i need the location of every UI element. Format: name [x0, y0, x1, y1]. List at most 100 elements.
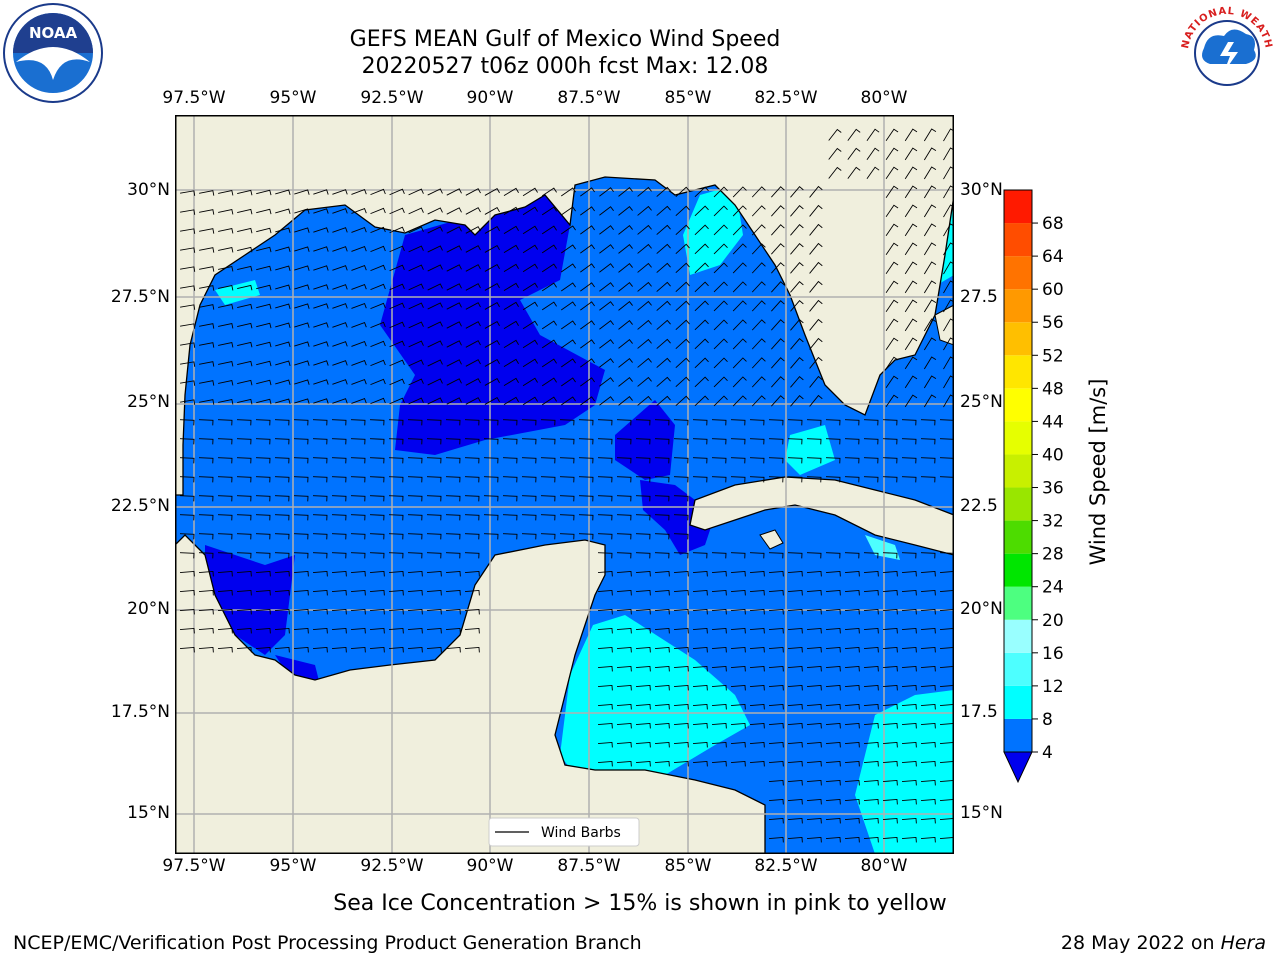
wind-barb [180, 266, 196, 272]
wind-barb [637, 262, 652, 273]
wind-barb [656, 224, 671, 235]
wind-barb [350, 552, 366, 559]
wind-barb [920, 703, 936, 710]
wind-barb [540, 495, 556, 502]
wind-barb [427, 359, 443, 367]
wind-barb [692, 438, 708, 445]
wind-barb [180, 399, 196, 405]
wind-barb [599, 301, 614, 311]
wind-barb [751, 262, 766, 274]
wind-barb [844, 779, 860, 786]
wind-barb [255, 533, 271, 540]
wind-barb [236, 419, 252, 426]
wind-barb [445, 457, 461, 464]
wind-barb [502, 533, 518, 540]
wind-barb [597, 608, 613, 615]
wind-barb [370, 340, 386, 348]
colorbar-tick-label: 12 [1042, 677, 1064, 697]
wind-barb [616, 646, 632, 653]
colorbar-segment [1004, 190, 1032, 224]
wind-barb [541, 206, 557, 216]
wind-barb [237, 379, 253, 386]
wind-barb [484, 282, 500, 291]
lon-label-bottom: 92.5°W [360, 856, 424, 876]
lat-label-right: 22.5 [960, 496, 998, 516]
legend-label: Wind Barbs [541, 825, 621, 841]
wind-barb [312, 608, 328, 615]
wind-barb [825, 703, 841, 710]
wind-barb [426, 495, 442, 502]
colorbar-tick-label: 68 [1042, 214, 1064, 234]
wind-barb [331, 476, 347, 483]
wind-barb [389, 321, 405, 329]
wind-barb [503, 187, 519, 196]
wind-barb [751, 395, 766, 407]
wind-barb [618, 358, 633, 368]
wind-barb [313, 322, 329, 328]
wind-barb [844, 457, 860, 464]
colorbar-label: Wind Speed [m/s] [1086, 378, 1110, 566]
wind-barb [730, 741, 746, 748]
wind-barb [351, 397, 367, 404]
wind-barb [237, 208, 253, 215]
wind-barb [673, 533, 689, 540]
wind-barb [388, 627, 404, 634]
wind-barb [180, 209, 196, 215]
wind-barb [692, 552, 708, 559]
wind-barb [790, 243, 804, 255]
wind-barb [787, 570, 803, 577]
wind-barb [332, 398, 348, 404]
wind-barb [844, 798, 860, 805]
wind-barb [825, 419, 841, 426]
wind-barb [541, 377, 557, 387]
wind-barb [787, 627, 803, 634]
wind-barb [275, 341, 291, 348]
machine-name: Hera [1220, 932, 1266, 954]
wind-barb [656, 186, 671, 197]
wind-barb [637, 205, 652, 216]
wind-barb [825, 457, 841, 464]
wind-barb [904, 261, 918, 275]
wind-barb [904, 394, 918, 408]
wind-barb [236, 570, 252, 577]
wind-barb [618, 339, 633, 349]
wind-barb [179, 476, 195, 483]
wind-barb [675, 224, 690, 236]
wind-barb [616, 495, 632, 502]
lat-label-right: 17.5 [960, 702, 998, 722]
wind-barb [389, 397, 405, 405]
wind-barb [825, 684, 841, 691]
wind-barb [711, 684, 727, 691]
wind-barb [275, 398, 291, 405]
wind-barb [408, 340, 424, 348]
wind-barb [768, 665, 784, 672]
wind-barb [236, 589, 252, 596]
wind-barb [771, 357, 785, 369]
wind-barb [445, 570, 461, 577]
wind-barb [351, 188, 367, 195]
wind-barb [580, 377, 595, 387]
wind-barb [369, 495, 385, 502]
wind-barb [332, 322, 348, 328]
lon-label-bottom: 82.5°W [754, 856, 818, 876]
wind-barb [654, 760, 670, 767]
lat-label-right: 27.5 [960, 287, 998, 307]
wind-barb [809, 318, 823, 331]
wind-barb [350, 646, 366, 653]
wind-barb [616, 741, 632, 748]
wind-barb [844, 552, 860, 559]
wind-barb [580, 320, 595, 330]
wind-barb [904, 299, 918, 313]
wind-barb [580, 263, 595, 273]
wind-barb [407, 589, 423, 596]
wind-barb [445, 514, 461, 521]
wind-barb [825, 476, 841, 483]
wind-barb [445, 533, 461, 540]
wind-barb [673, 457, 689, 464]
wind-barb [749, 589, 765, 596]
colorbar-segment [1004, 355, 1032, 389]
wind-barb [580, 244, 595, 254]
wind-barb [863, 798, 879, 805]
wind-barb [730, 684, 746, 691]
wind-barb [732, 319, 747, 331]
